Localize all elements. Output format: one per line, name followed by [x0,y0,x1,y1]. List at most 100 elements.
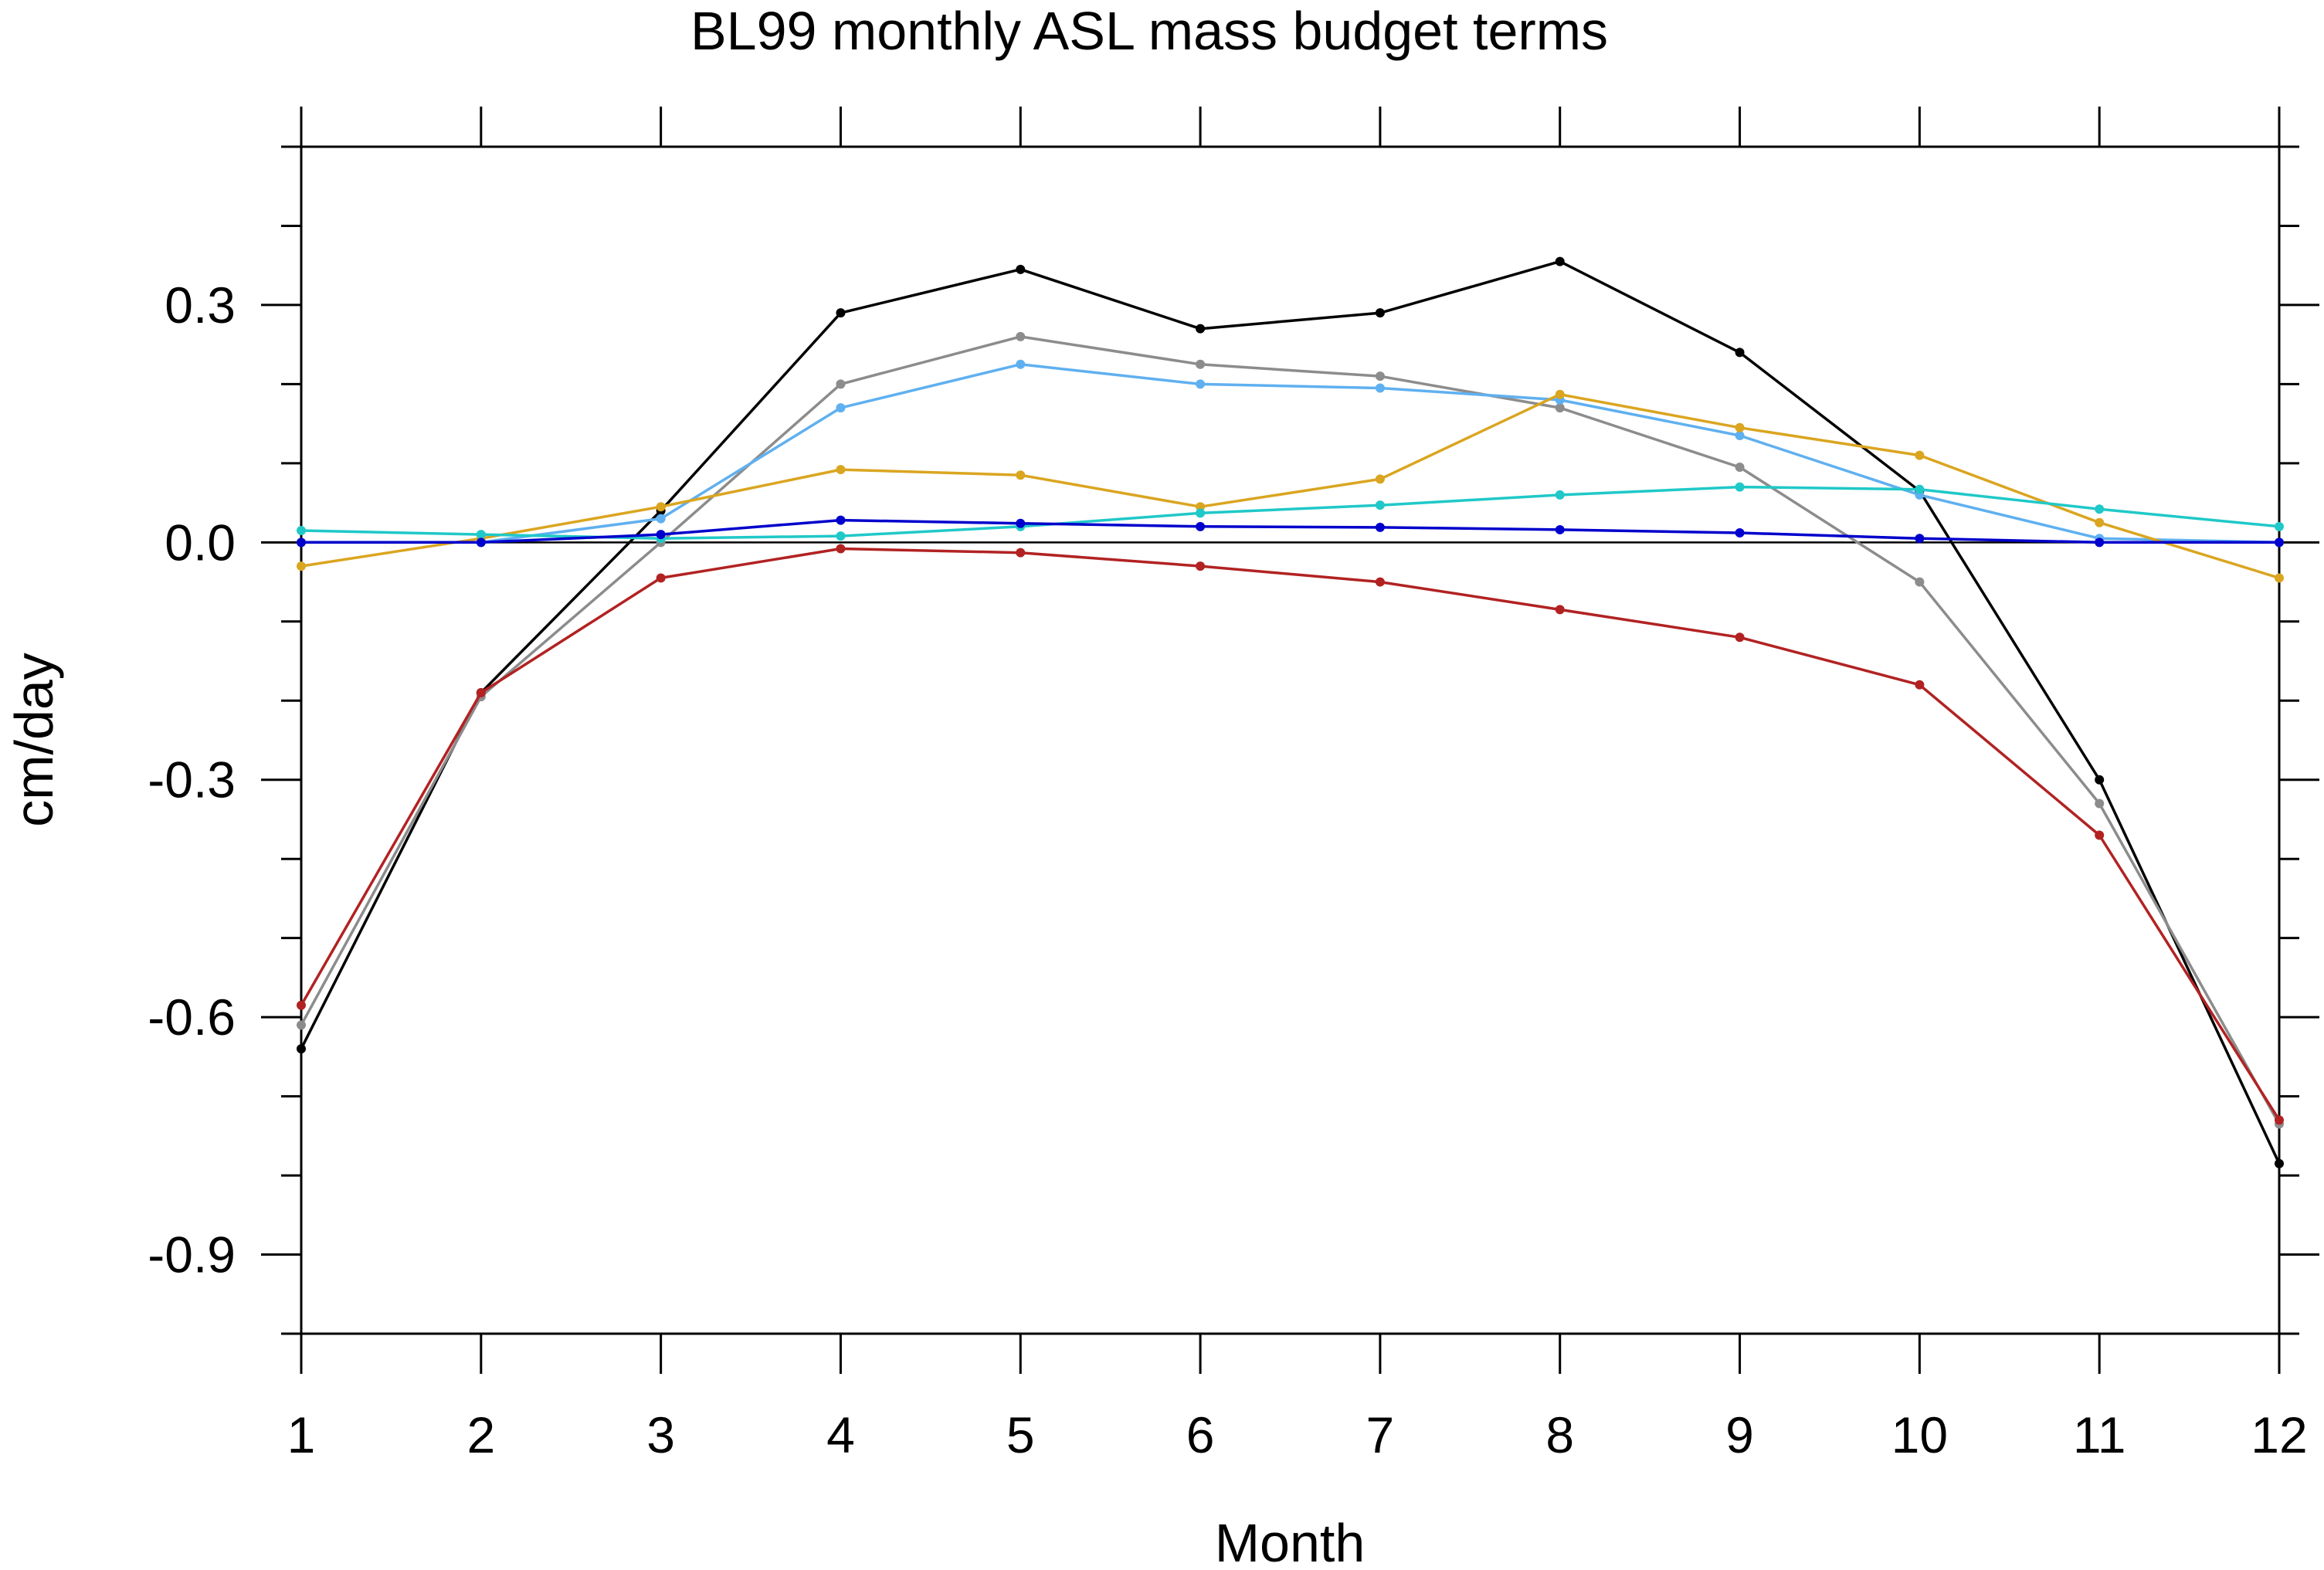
data-point [1016,359,1026,369]
data-point [2095,799,2105,809]
x-tick-label: 3 [646,1406,675,1463]
data-point [2275,537,2284,548]
data-point [656,530,666,540]
x-tick-label: 5 [1006,1406,1035,1463]
data-point [1555,490,1565,500]
x-tick-label: 2 [466,1406,495,1463]
data-point [1735,482,1745,492]
data-point [1735,431,1745,441]
data-point [2095,830,2105,840]
data-point [297,1000,306,1010]
data-point [836,308,846,318]
series-4 [297,389,2284,583]
data-point [836,379,846,389]
x-tick-label: 7 [1366,1406,1395,1463]
data-point [1196,359,1206,369]
data-point [836,403,846,413]
y-axis-label: cm/day [4,653,64,827]
data-point [1196,502,1206,512]
y-tick-label: 0.3 [165,276,236,334]
x-tick-label: 8 [1545,1406,1574,1463]
data-point [656,573,666,583]
data-point [656,502,666,512]
data-point [2095,537,2105,548]
data-point [297,525,306,535]
series-line [301,518,2279,544]
x-tick-label: 12 [2251,1406,2307,1463]
x-axis-label: Month [1215,1513,1366,1570]
data-point [1555,389,1565,399]
x-tick-label: 9 [1725,1406,1754,1463]
series-line [300,335,2281,1125]
x-tick-label: 1 [287,1406,316,1463]
data-point [1915,680,1925,690]
y-tick-label: -0.3 [148,751,236,809]
series-line [300,259,2281,1165]
data-point [1196,521,1206,531]
series-1 [297,256,2284,1168]
data-point [476,688,486,698]
plot-frame [300,145,2281,1335]
data-point [297,1020,306,1030]
y-tick-label: 0.0 [165,514,236,571]
data-point [1375,383,1385,393]
data-point [2275,1115,2284,1125]
series-line [301,363,2280,544]
data-point [297,537,306,548]
axis-ticks [261,107,2319,1374]
y-tick-label: -0.6 [148,988,236,1046]
data-point [1375,577,1385,587]
data-point [1375,308,1385,318]
data-point [1196,324,1206,334]
data-point [1016,518,1026,528]
series-line [300,485,2280,540]
data-point [836,515,846,525]
data-point [1555,524,1565,534]
data-point [297,1044,306,1054]
axis-tick-labels: 1 2 3 4 5 6 7 8 9 10 11 12-0.9-0.6-0.30.00.3 [148,276,2307,1463]
data-point [297,561,306,571]
y-tick-label: -0.9 [148,1226,236,1283]
x-tick-label: 6 [1186,1406,1215,1463]
chart-title: BL99 monthly ASL mass budget terms [690,1,1608,61]
data-point [1735,348,1745,358]
x-tick-label: 4 [826,1406,855,1463]
series-7 [297,544,2284,1125]
data-point [1375,500,1385,510]
data-point [2275,521,2284,531]
data-point [1196,508,1206,518]
data-point [1016,548,1026,558]
data-point [2275,1158,2284,1168]
data-point [1016,470,1026,480]
series-6 [297,515,2284,548]
data-point [836,544,846,554]
data-point [2095,504,2105,514]
data-point [1735,422,1745,432]
data-point [1375,371,1385,381]
x-tick-label: 11 [2073,1406,2126,1463]
series-5 [297,482,2284,544]
data-point [1196,561,1206,571]
data-point [2275,573,2284,583]
data-point [1196,379,1206,389]
data-point [1016,331,1026,341]
data-point [1555,256,1565,266]
data-point [1735,632,1745,643]
series-line [300,547,2281,1121]
series-lines [297,256,2284,1168]
data-point [1915,534,1925,544]
series-line [300,392,2280,580]
data-point [1915,577,1925,587]
data-point [836,465,846,475]
data-point [476,530,486,540]
data-point [656,514,666,524]
x-tick-label: 10 [1891,1406,1948,1463]
data-point [1735,528,1745,538]
data-point [1555,403,1565,413]
data-point [1016,264,1026,274]
data-point [1915,484,1925,494]
data-point [1375,522,1385,532]
data-point [2095,517,2105,527]
data-point [2095,775,2105,785]
